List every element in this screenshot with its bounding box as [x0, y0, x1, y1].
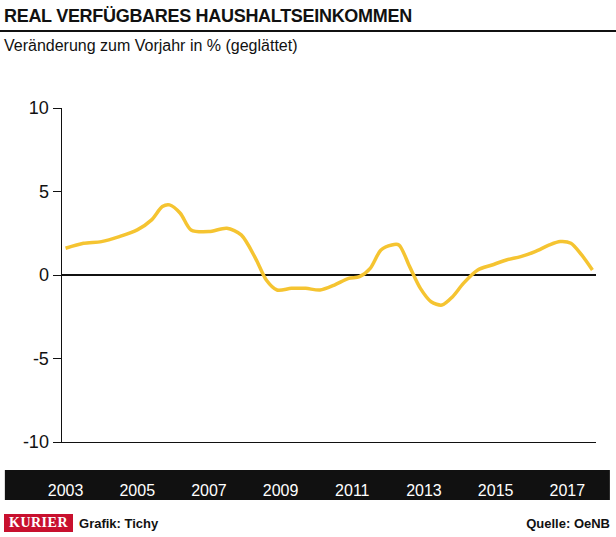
svg-text:-10: -10: [23, 432, 49, 452]
svg-text:2013: 2013: [406, 482, 442, 499]
html-text:KURIER: KURIER: [9, 515, 68, 530]
svg-text:2015: 2015: [478, 482, 514, 499]
html-text:Veränderung zum Vorjahr in % (: Veränderung zum Vorjahr in % (geglättet): [4, 37, 298, 54]
svg-text:10: 10: [29, 98, 49, 118]
svg-text:2017: 2017: [550, 482, 586, 499]
html-text:REAL VERFÜGBARES HAUSHALTSEINK: REAL VERFÜGBARES HAUSHALTSEINKOMMEN: [4, 6, 412, 26]
svg-text:2011: 2011: [335, 482, 370, 499]
svg-text:2005: 2005: [119, 482, 155, 499]
svg-text:-5: -5: [33, 349, 49, 369]
svg-text:2009: 2009: [263, 482, 299, 499]
svg-text:2003: 2003: [48, 482, 84, 499]
svg-text:5: 5: [39, 182, 49, 202]
svg-text:0: 0: [39, 265, 49, 285]
html-text:Quelle: OeNB: Quelle: OeNB: [526, 515, 610, 531]
html-text:Grafik: Tichy: Grafik: Tichy: [79, 515, 159, 531]
svg-text:2007: 2007: [191, 482, 227, 499]
